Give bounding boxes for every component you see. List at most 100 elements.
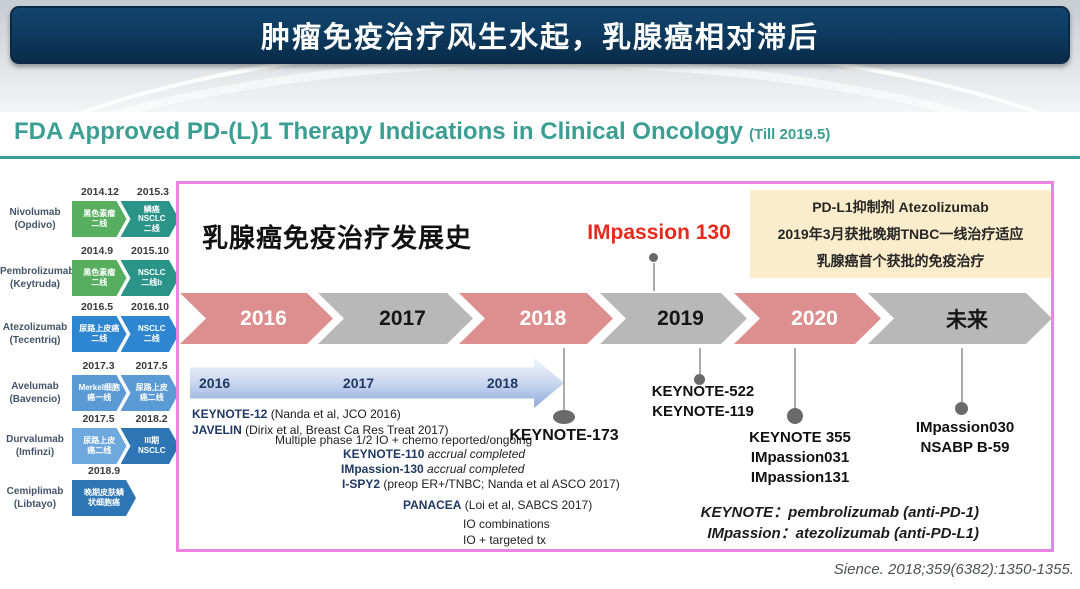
milestone-label-group: KEYNOTE-522 KEYNOTE-119 (623, 382, 783, 422)
milestone-dot (649, 253, 658, 262)
drug-label: Avelumab (Bavencio) (0, 380, 70, 406)
drug-brand: (Bavencio) (9, 394, 61, 405)
panel-title: 乳腺癌免疫治疗发展史 (202, 223, 473, 253)
drug-row-durvalumab: 2017.5 2018.2 Durvalumab (Imfinzi) 尿路上皮 … (0, 413, 179, 471)
milestone-label: NSABP B-59 (920, 439, 1010, 456)
milestone-label: IMpassion131 (750, 469, 850, 486)
indication-chevrons: 黑色素瘤 二线 鳞癌 NSCLC 二线 (72, 201, 179, 237)
milestone-line (563, 348, 565, 410)
approval-dates: 2018.9 (72, 465, 194, 477)
trial-detail: (preop ER+/TNBC; Nanda et al ASCO 2017) (380, 477, 620, 491)
drug-name: Avelumab (11, 381, 59, 392)
milestone-line (961, 348, 963, 402)
milestone-label: KEYNOTE-119 (652, 403, 754, 420)
infobox-line: 2019年3月获批晚期TNBC一线治疗适应 (777, 225, 1024, 242)
drug-brand: (Keytruda) (9, 279, 60, 290)
drug-row-nivolumab: 2014.12 2015.3 Nivolumab (Opdivo) 黑色素瘤 二… (0, 186, 179, 244)
approval-date: 2015.10 (131, 245, 170, 257)
indication-chevrons: 尿路上皮 癌二线 III期 NSCLC (72, 428, 179, 464)
indication-chevrons: Merkel细胞 癌一线 尿路上皮 癌二线 (72, 375, 179, 411)
milestone-label: IMpassion030 (915, 419, 1015, 436)
note-line: KEYNOTE-110 accrual completed (343, 447, 525, 461)
indication-chevron: 鳞癌 NSCLC 二线 (121, 201, 180, 237)
trial-detail: (Dirix et al, Breast Ca Res Treat 2017) (241, 423, 449, 437)
drug-brand: (Opdivo) (14, 220, 56, 231)
milestone-line (699, 348, 701, 374)
trial-name: KEYNOTE-110 (343, 447, 425, 461)
approval-dates: 2017.3 2017.5 (72, 360, 178, 372)
approval-date: 2014.12 (80, 186, 119, 198)
approval-date: 2016.10 (131, 301, 170, 313)
main-timeline-panel: 乳腺癌免疫治疗发展史 IMpassion 130 PD-L1抑制剂 Atezol… (176, 181, 1054, 552)
note-line: IO + targeted tx (463, 533, 547, 547)
legend-line: IMpassion：atezolizumab (anti-PD-L1) (707, 525, 979, 542)
indication-chevron: 晚期皮肤鳞 状细胞癌 (72, 480, 136, 516)
indication-chevrons: 晚期皮肤鳞 状细胞癌 (72, 480, 136, 516)
slide-title: 肿瘤免疫治疗风生水起，乳腺癌相对滞后 (260, 22, 819, 54)
arrow-year: 2017 (342, 375, 375, 391)
approval-date: 2016.5 (80, 301, 114, 313)
note-line: IMpassion-130 accrual completed (341, 462, 524, 476)
milestone-label: IMpassion031 (750, 449, 850, 466)
milestone-dot (553, 410, 575, 424)
drug-label: Nivolumab (Opdivo) (0, 206, 70, 232)
fda-heading: FDA Approved PD-(L)1 Therapy Indications… (14, 118, 830, 146)
approval-dates: 2017.5 2018.2 (72, 413, 178, 425)
drug-brand: (Libtayo) (13, 499, 57, 510)
year-chevron-2018: 2018 (459, 293, 613, 344)
heading-rule (0, 156, 1080, 159)
drug-label: Durvalumab (Imfinzi) (0, 433, 70, 459)
early-phase-arrow: 2016 2017 2018 (190, 358, 564, 408)
milestone-connector (653, 263, 655, 291)
milestone-dot (787, 408, 803, 424)
approval-dates: 2014.9 2015.10 (72, 245, 178, 257)
legend-line: KEYNOTE：pembrolizumab (anti-PD-1) (700, 504, 979, 521)
early-study-list: KEYNOTE-12 (Nanda et al, JCO 2016) JAVEL… (192, 406, 449, 438)
trial-name: I-SPY2 (342, 477, 381, 491)
milestone-label-group: IMpassion030 NSABP B-59 (885, 418, 1045, 458)
drug-row-pembrolizumab: 2014.9 2015.10 Pembrolizumab (Keytruda) … (0, 245, 179, 303)
approval-date: 2017.5 (82, 413, 115, 425)
approval-date: 2017.5 (135, 360, 168, 372)
slide-title-bar: 肿瘤免疫治疗风生水起，乳腺癌相对滞后 (10, 6, 1070, 64)
trial-name: IMpassion-130 (341, 462, 424, 476)
milestone-line (794, 348, 796, 408)
approval-date: 2014.9 (80, 245, 114, 257)
approval-date: 2017.3 (82, 360, 115, 372)
approval-date: 2018.9 (88, 465, 121, 477)
milestone-label: KEYNOTE 355 (749, 429, 851, 446)
trial-name: JAVELIN (192, 423, 242, 437)
fda-heading-text: FDA Approved PD-(L)1 Therapy Indications… (14, 118, 743, 145)
indication-chevron: 尿路上皮癌 二线 (72, 316, 127, 352)
approval-dates: 2016.5 2016.10 (72, 301, 178, 313)
year-chevron-2016: 2016 (180, 293, 333, 344)
drug-name: Atezolizumab (2, 322, 68, 333)
note-line: IO combinations (463, 517, 550, 531)
drug-name: Pembrolizumab (0, 266, 75, 277)
arrow-year: 2018 (486, 375, 518, 391)
trial-detail: (Loi et al, SABCS 2017) (461, 498, 593, 512)
trial-name: KEYNOTE-12 (192, 407, 268, 421)
drug-label: Cemiplimab (Libtayo) (0, 485, 70, 511)
drug-row-cemiplimab: 2018.9 Cemiplimab (Libtayo) 晚期皮肤鳞 状细胞癌 (0, 465, 179, 523)
milestone-label-group: KEYNOTE 355 IMpassion031 IMpassion131 (720, 428, 880, 488)
trial-name: PANACEA (403, 498, 462, 512)
milestone-dot (694, 374, 705, 385)
indication-chevron: 黑色素瘤 二线 (72, 201, 127, 237)
drug-name: Nivolumab (9, 207, 61, 218)
milestone-dot (955, 402, 968, 415)
approval-dates: 2014.12 2015.3 (72, 186, 178, 198)
year-chevron-2020: 2020 (734, 293, 881, 344)
approval-date: 2015.3 (136, 186, 170, 198)
note-line: PANACEA (Loi et al, SABCS 2017) (403, 498, 592, 512)
indication-chevrons: 黑色素瘤 二线 NSCLC 二线b (72, 260, 179, 296)
drug-label: Pembrolizumab (Keytruda) (0, 265, 75, 291)
drug-brand: (Tecentriq) (9, 335, 61, 346)
approval-infobox: PD-L1抑制剂 Atezolizumab 2019年3月获批晚期TNBC一线治… (750, 190, 1051, 278)
note-line: Multiple phase 1/2 IO + chemo reported/o… (275, 433, 533, 447)
indication-chevron: III期 NSCLC (121, 428, 180, 464)
note-line: I-SPY2 (preop ER+/TNBC; Nanda et al ASCO… (342, 477, 620, 491)
infobox-line: 乳腺癌首个获批的免疫治疗 (816, 252, 985, 269)
indication-chevron: NSCLC 二线b (121, 260, 180, 296)
